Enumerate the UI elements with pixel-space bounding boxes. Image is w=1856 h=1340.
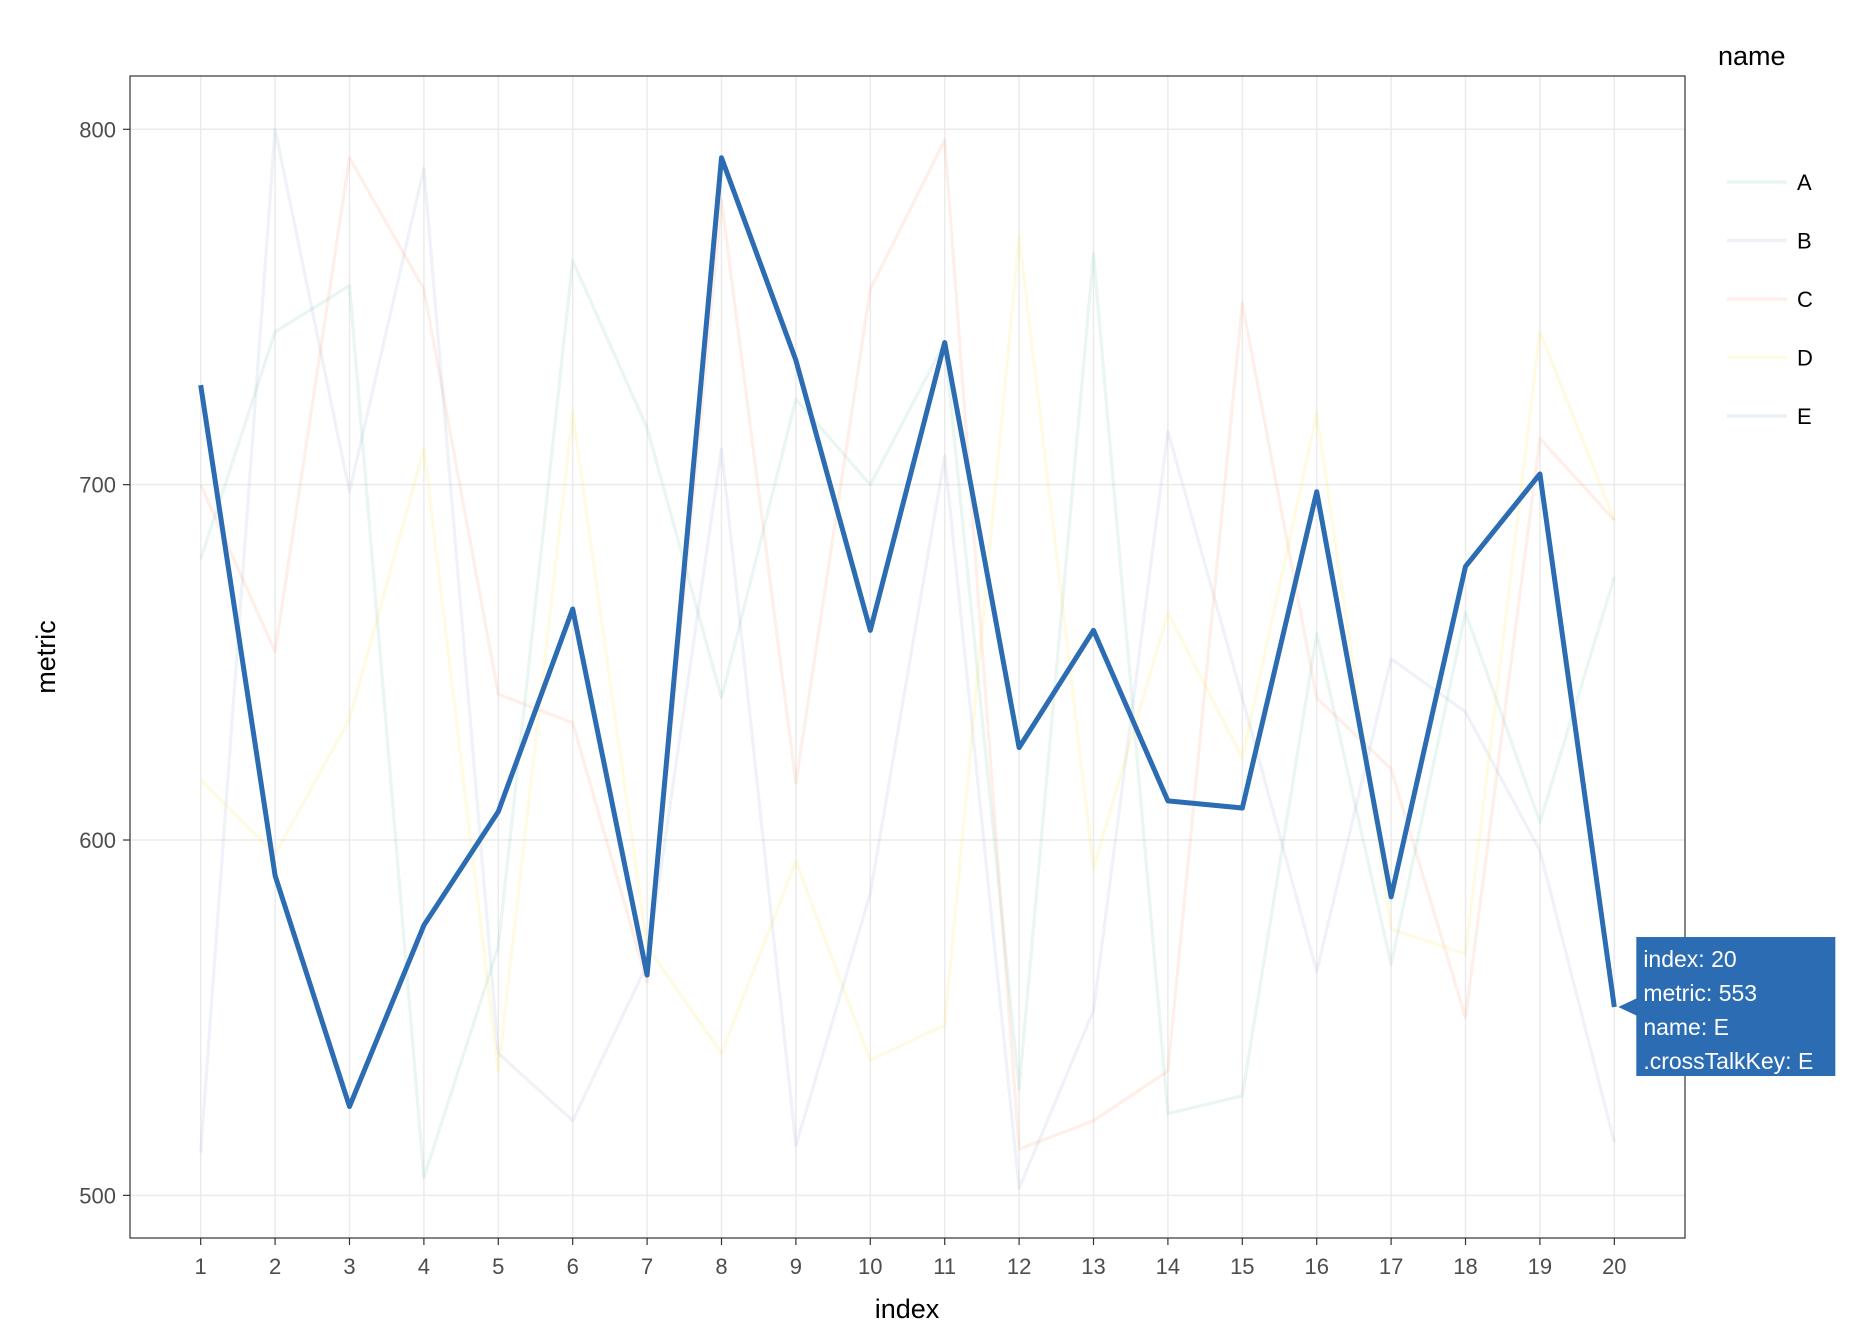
tooltip-line-2: metric: 553	[1643, 980, 1757, 1006]
legend-item-E[interactable]: E	[1727, 404, 1812, 429]
x-tick-label-1: 1	[195, 1254, 207, 1279]
x-axis: 1 2 3 4 5 6 7 8 9 10 11 12 13 14 15 16 17 18 19 20	[195, 1238, 1627, 1279]
x-tick-label-17: 17	[1379, 1254, 1403, 1279]
plot-panel-border	[129, 75, 1686, 1239]
x-tick-label-9: 9	[790, 1254, 802, 1279]
y-tick-label-600: 600	[79, 828, 116, 853]
x-tick-label-2: 2	[269, 1254, 281, 1279]
x-tick-label-3: 3	[343, 1254, 355, 1279]
legend-item-D[interactable]: D	[1727, 346, 1813, 371]
x-tick-label-6: 6	[567, 1254, 579, 1279]
series-layer	[198, 127, 1617, 1190]
x-tick-label-4: 4	[418, 1254, 430, 1279]
x-tick-label-8: 8	[715, 1254, 727, 1279]
x-axis-title: index	[875, 1294, 940, 1324]
x-tick-label-12: 12	[1007, 1254, 1031, 1279]
tooltip-line-1: index: 20	[1643, 946, 1736, 972]
x-tick-label-7: 7	[641, 1254, 653, 1279]
y-tick-label-500: 500	[79, 1183, 116, 1208]
tooltip-line-3: name: E	[1643, 1014, 1729, 1040]
y-tick-label-700: 700	[79, 473, 116, 498]
gridlines	[130, 76, 1685, 1238]
x-tick-label-11: 11	[933, 1254, 956, 1279]
legend-label-C: C	[1797, 287, 1813, 312]
y-axis-title: metric	[31, 620, 61, 694]
series-line-A[interactable]	[199, 252, 1616, 1180]
tooltip-pointer	[1618, 998, 1638, 1017]
x-tick-label-16: 16	[1304, 1254, 1328, 1279]
legend-label-A: A	[1797, 170, 1812, 195]
x-tick-label-15: 15	[1230, 1254, 1254, 1279]
legend[interactable]: A B C D E	[1727, 170, 1813, 429]
y-axis: 500 600 700 800	[79, 117, 130, 1208]
x-tick-label-5: 5	[492, 1254, 504, 1279]
y-tick-label-800: 800	[79, 117, 116, 142]
x-tick-label-18: 18	[1453, 1254, 1477, 1279]
legend-item-B[interactable]: B	[1727, 229, 1812, 254]
series-line-B[interactable]	[199, 127, 1616, 1190]
x-tick-label-19: 19	[1528, 1254, 1552, 1279]
legend-label-B: B	[1797, 229, 1812, 254]
series-line-E[interactable]	[198, 155, 1617, 1110]
plot-panel-background	[130, 76, 1685, 1238]
legend-title: name	[1718, 41, 1786, 71]
tooltip-box	[1636, 937, 1836, 1077]
x-tick-label-10: 10	[858, 1254, 882, 1279]
hover-tooltip: index: 20 metric: 553 name: E .crossTalkKey…	[1618, 937, 1836, 1077]
series-line-C[interactable]	[199, 138, 1616, 1151]
x-tick-label-20: 20	[1602, 1254, 1626, 1279]
x-tick-label-14: 14	[1156, 1254, 1180, 1279]
legend-label-D: D	[1797, 346, 1813, 371]
legend-item-A[interactable]: A	[1727, 170, 1812, 195]
x-tick-label-13: 13	[1081, 1254, 1105, 1279]
tooltip-line-4: .crossTalkKey: E	[1643, 1048, 1813, 1074]
legend-item-C[interactable]: C	[1727, 287, 1813, 312]
legend-label-E: E	[1797, 404, 1812, 429]
